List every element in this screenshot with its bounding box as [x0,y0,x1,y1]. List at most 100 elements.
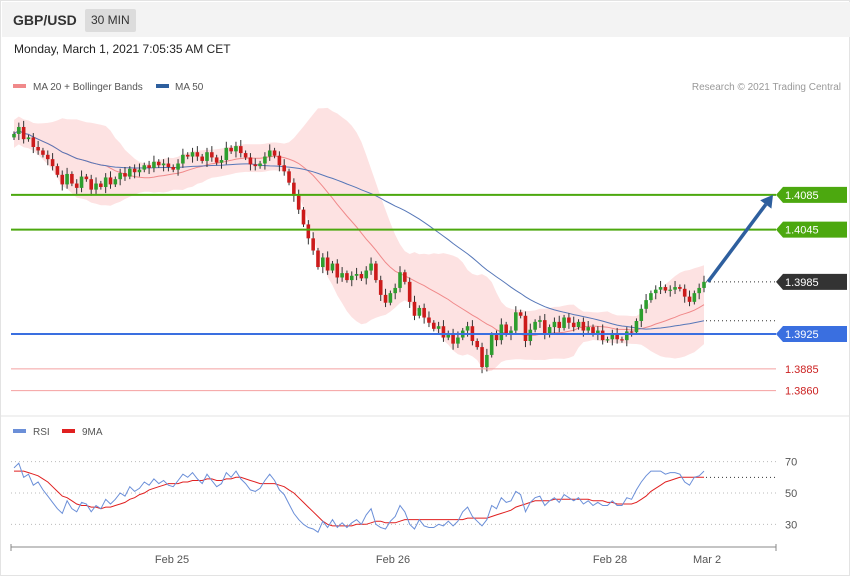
candle-body [571,322,576,328]
candle-body [388,293,393,303]
candle-body [296,195,301,210]
candle-body [234,146,238,152]
candle-body [195,152,200,157]
candle-body [398,272,402,288]
candle-body [181,154,185,164]
candle-body [663,287,668,291]
candle-body [600,330,605,341]
candle-body [321,257,325,268]
candle-body [152,161,156,168]
candle-body [12,133,16,138]
rsi-ma-line [14,470,704,527]
candle-body [687,296,692,302]
level-label-1.4045: 1.4045 [785,225,819,237]
candle-body [301,209,306,225]
rsi-tick-50: 50 [785,488,797,500]
level-tag-1.3925 [776,326,847,343]
candle-body [21,126,26,140]
candle-body [586,327,590,331]
candle-body [272,150,277,156]
candle-body [359,274,364,279]
candle-body [263,156,267,164]
candle-body [682,288,687,297]
credit-label: Research © 2021 Trading Central [692,82,841,93]
candle-body [176,163,180,170]
candle-body [282,165,287,172]
candle-body [412,301,417,316]
candle-body [205,152,209,161]
ma50-legend-label: MA 50 [175,82,204,93]
candle-body [451,333,455,344]
candle-body [557,321,562,328]
x-tick-label: Feb 28 [593,554,627,566]
candle-body [446,333,451,338]
candle-body [161,163,166,166]
candle-body [673,287,677,290]
candle-body [55,166,60,175]
candle-body [238,146,243,154]
candle-body [475,341,480,348]
candle-body [185,154,190,157]
candle-body [393,287,397,294]
candle-body [562,317,566,328]
candle-body [306,224,311,239]
candle-body [277,155,282,166]
candle-body [523,315,528,342]
candle-body [417,307,422,316]
rsi-legend-label: RSI [33,427,50,438]
level-label-1.3925: 1.3925 [785,329,819,341]
candle-body [132,168,137,173]
candle-body [253,164,258,167]
candle-body [518,312,523,316]
candle-body [243,153,248,158]
rsi-ma-legend-swatch [62,429,75,433]
candle-body [374,263,378,281]
candle-body [378,280,383,295]
candle-body [422,307,426,318]
candle-body [65,173,69,185]
candle-body [538,320,542,322]
candle-body [369,263,373,271]
candle-body [330,263,335,271]
candle-body [123,173,127,177]
candle-body [692,293,697,302]
candle-body [489,334,494,355]
candle-body [403,272,407,282]
candle-body [335,263,340,278]
candle-body [547,327,552,335]
candle-body [26,137,31,140]
candle-body [629,331,634,333]
candle-body [668,289,673,291]
timeframe-badge[interactable]: 30 MIN [85,9,136,32]
ma20-legend-swatch [13,84,26,88]
candle-body [345,273,349,281]
candle-body [427,317,431,323]
candle-body [620,339,624,341]
rsi-tick-30: 30 [785,519,797,531]
candle-body [229,147,233,152]
bollinger-band-area [14,107,704,372]
candle-body [624,331,629,341]
candle-body [354,274,359,276]
target-arrow-head [760,194,773,209]
candle-body [248,157,253,165]
rsi-line [13,462,705,533]
candle-body [576,321,581,328]
candle-body [311,238,315,251]
candle-body [383,294,388,303]
candle-body [103,177,108,188]
candle-body [431,322,436,329]
candle-body [70,173,74,184]
candle-body [292,182,296,196]
candle-body [41,150,45,155]
x-axis: Feb 25 Feb 26 Feb 28 Mar 2 [10,544,777,566]
candle-body [210,152,214,158]
candle-body [653,289,658,294]
candle-body [166,163,171,167]
candle-body [142,165,147,170]
candle-body [94,183,98,190]
candle-body [610,334,615,340]
candle-body [605,339,610,341]
candle-body [147,165,151,168]
